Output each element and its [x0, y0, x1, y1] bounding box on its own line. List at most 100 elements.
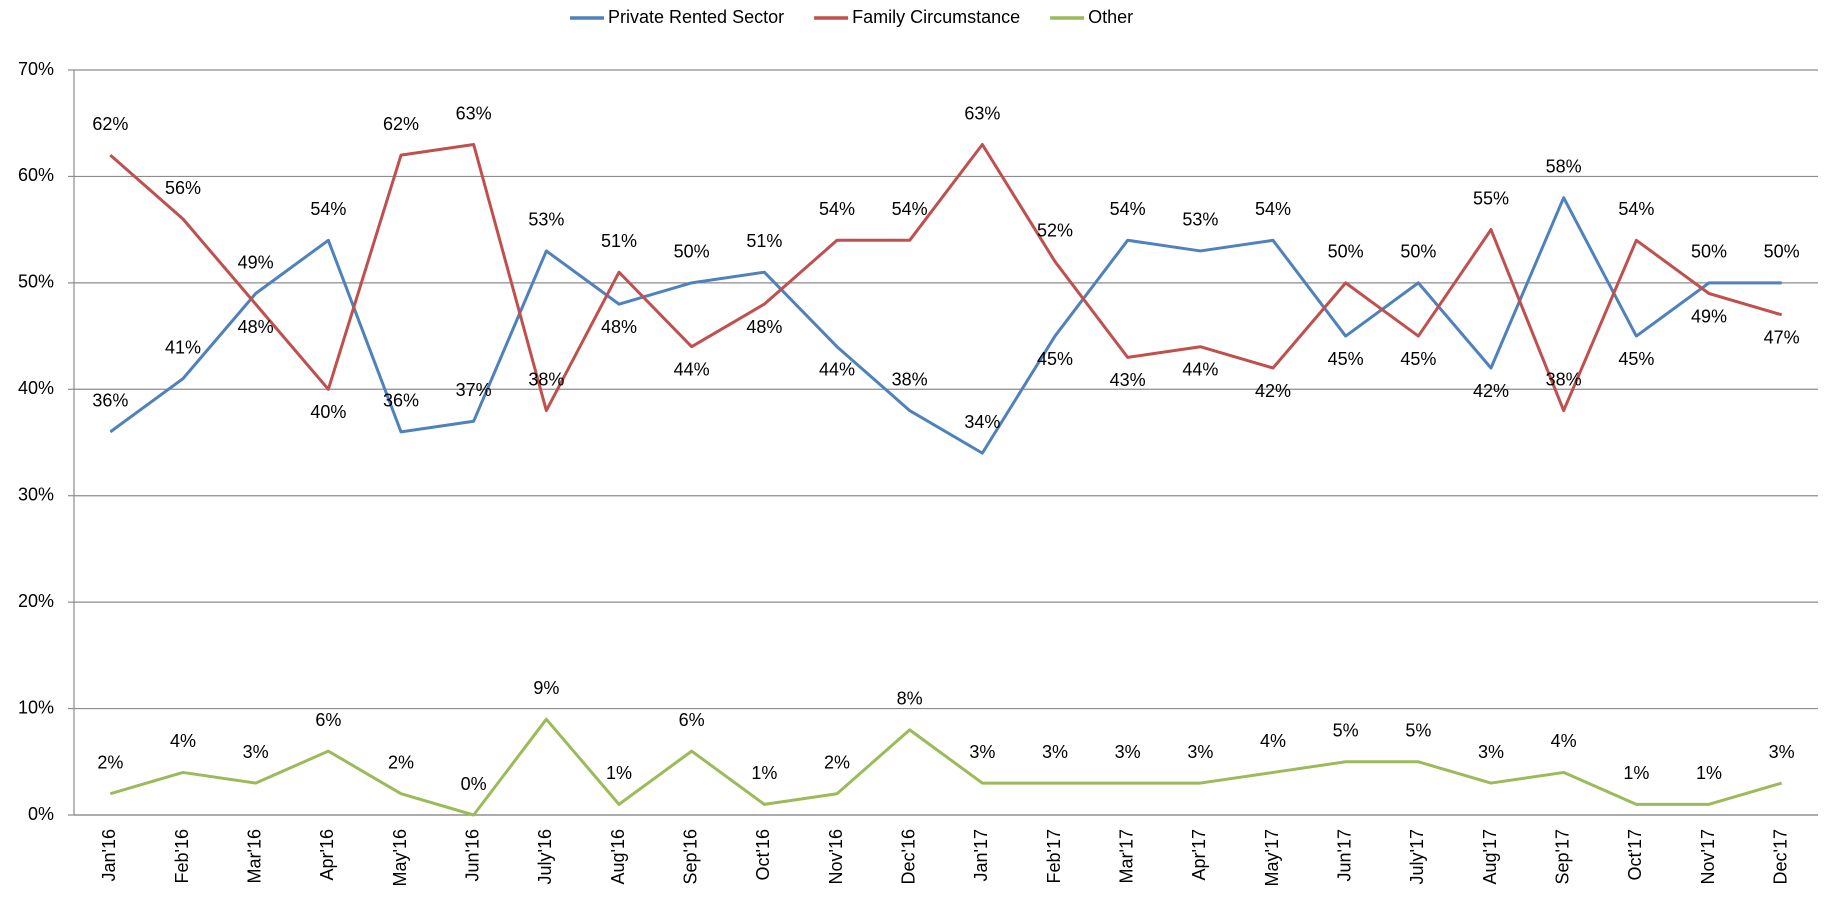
data-label: 50% — [1400, 242, 1436, 262]
legend: Private Rented Sector Family Circumstance… — [570, 7, 1133, 27]
data-label: 54% — [1255, 199, 1291, 219]
data-label: 38% — [892, 369, 928, 389]
data-label: 37% — [456, 380, 492, 400]
y-tick-label: 70% — [18, 59, 54, 79]
data-label: 50% — [1691, 242, 1727, 262]
data-label: 53% — [528, 210, 564, 230]
data-label: 2% — [824, 752, 850, 772]
data-label: 5% — [1405, 721, 1431, 741]
data-label: 4% — [1260, 731, 1286, 751]
data-label: 8% — [897, 689, 923, 709]
data-label: 3% — [1769, 742, 1795, 762]
data-label: 51% — [746, 231, 782, 251]
x-tick-label: Aug'16 — [608, 829, 628, 885]
x-tick-label: Apr'17 — [1189, 829, 1209, 880]
x-tick-label: July'17 — [1407, 829, 1427, 884]
data-label: 36% — [92, 391, 128, 411]
y-tick-label: 0% — [28, 804, 54, 824]
data-label: 4% — [170, 731, 196, 751]
data-label: 9% — [533, 678, 559, 698]
data-label: 41% — [165, 337, 201, 357]
data-label: 2% — [97, 752, 123, 772]
data-label: 3% — [969, 742, 995, 762]
x-tick-label: Sep'17 — [1552, 829, 1572, 885]
data-label: 43% — [1110, 370, 1146, 390]
data-label: 53% — [1182, 210, 1218, 230]
legend-label: Other — [1088, 7, 1133, 27]
data-label: 50% — [1764, 242, 1800, 262]
data-label: 5% — [1333, 721, 1359, 741]
data-label: 38% — [528, 369, 564, 389]
data-label: 36% — [383, 391, 419, 411]
data-label: 50% — [674, 242, 710, 262]
data-label: 63% — [964, 103, 1000, 123]
data-label: 63% — [456, 103, 492, 123]
x-tick-label: May'16 — [390, 829, 410, 886]
data-label: 49% — [1691, 306, 1727, 326]
x-tick-label: Apr'16 — [317, 829, 337, 880]
y-tick-label: 50% — [18, 272, 54, 292]
data-label: 58% — [1546, 156, 1582, 176]
y-tick-label: 10% — [18, 697, 54, 717]
data-label: 54% — [1110, 199, 1146, 219]
x-tick-label: Oct'16 — [753, 829, 773, 880]
data-label: 47% — [1764, 328, 1800, 348]
x-tick-label: Nov'16 — [826, 829, 846, 884]
x-tick-label: May'17 — [1262, 829, 1282, 886]
x-tick-label: Jan'16 — [99, 829, 119, 881]
data-label: 62% — [92, 114, 128, 134]
y-tick-label: 40% — [18, 378, 54, 398]
data-label: 62% — [383, 114, 419, 134]
x-tick-label: Jan'17 — [971, 829, 991, 881]
data-label: 34% — [964, 412, 1000, 432]
data-label: 4% — [1551, 731, 1577, 751]
x-tick-label: Nov'17 — [1698, 829, 1718, 884]
x-tick-label: Aug'17 — [1480, 829, 1500, 885]
x-tick-label: Mar'16 — [244, 829, 264, 883]
data-label: 3% — [1115, 742, 1141, 762]
data-label: 44% — [674, 359, 710, 379]
data-label: 45% — [1400, 349, 1436, 369]
data-label: 0% — [461, 774, 487, 794]
x-tick-label: Feb'17 — [1044, 829, 1064, 883]
data-label: 3% — [1187, 742, 1213, 762]
x-tick-label: July'16 — [535, 829, 555, 884]
legend-label: Family Circumstance — [852, 7, 1020, 27]
data-label: 48% — [238, 317, 274, 337]
x-tick-label: Feb'16 — [172, 829, 192, 883]
data-label: 42% — [1473, 381, 1509, 401]
x-tick-label: Jun'16 — [462, 829, 482, 881]
data-label: 54% — [1618, 199, 1654, 219]
data-label: 38% — [1546, 369, 1582, 389]
x-tick-label: Sep'16 — [680, 829, 700, 885]
y-tick-label: 30% — [18, 484, 54, 504]
data-label: 52% — [1037, 220, 1073, 240]
data-label: 2% — [388, 752, 414, 772]
data-label: 49% — [238, 252, 274, 272]
data-label: 45% — [1037, 349, 1073, 369]
data-label: 6% — [679, 710, 705, 730]
series-line — [109, 196, 1782, 455]
x-tick-label: Dec'17 — [1770, 829, 1790, 884]
data-label: 44% — [819, 359, 855, 379]
legend-label: Private Rented Sector — [608, 7, 784, 27]
x-tick-label: Oct'17 — [1625, 829, 1645, 880]
data-label: 54% — [310, 199, 346, 219]
data-label: 54% — [892, 199, 928, 219]
data-label: 3% — [1042, 742, 1068, 762]
data-label: 42% — [1255, 381, 1291, 401]
data-label: 1% — [606, 763, 632, 783]
series-line — [109, 143, 1783, 413]
data-label: 50% — [1328, 242, 1364, 262]
data-label: 3% — [243, 742, 269, 762]
data-label: 3% — [1478, 742, 1504, 762]
y-tick-label: 20% — [18, 591, 54, 611]
data-label: 55% — [1473, 188, 1509, 208]
data-label: 45% — [1328, 349, 1364, 369]
x-tick-label: Dec'16 — [898, 829, 918, 884]
data-label: 48% — [601, 317, 637, 337]
x-tick-label: Jun'17 — [1334, 829, 1354, 881]
x-tick-label: Mar'17 — [1116, 829, 1136, 883]
data-label: 44% — [1182, 359, 1218, 379]
